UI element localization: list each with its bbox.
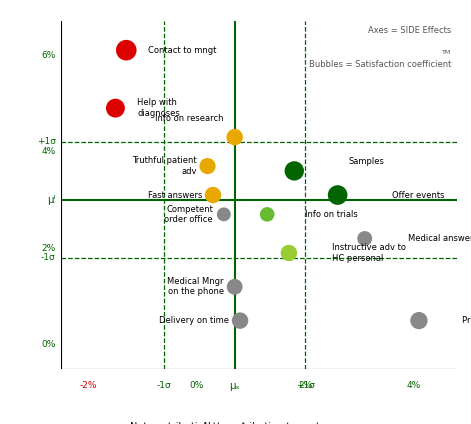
Text: -2%: -2% bbox=[80, 381, 97, 390]
Text: 0%: 0% bbox=[189, 381, 204, 390]
Text: Bubbles = Satisfaction coefficient: Bubbles = Satisfaction coefficient bbox=[309, 60, 451, 69]
Point bbox=[209, 192, 217, 198]
Point bbox=[263, 211, 271, 218]
Text: Net contribution to customer: Net contribution to customer bbox=[130, 422, 276, 424]
Text: 4%: 4% bbox=[41, 147, 56, 156]
Text: Samples: Samples bbox=[349, 157, 384, 166]
Text: 2%: 2% bbox=[41, 244, 56, 253]
Point bbox=[291, 167, 298, 174]
Point bbox=[231, 283, 238, 290]
Point bbox=[231, 134, 238, 140]
Text: 2%: 2% bbox=[298, 381, 312, 390]
Point bbox=[361, 235, 368, 242]
Text: +1σ: +1σ bbox=[296, 381, 315, 390]
Text: Contact to mngt: Contact to mngt bbox=[148, 46, 216, 55]
Text: 6%: 6% bbox=[41, 50, 56, 59]
Text: Info on trials: Info on trials bbox=[305, 210, 358, 219]
Text: Offer events: Offer events bbox=[392, 190, 444, 200]
Text: Product list: Product list bbox=[463, 316, 471, 325]
Text: Fast answers: Fast answers bbox=[148, 190, 202, 200]
Text: Info on research: Info on research bbox=[155, 114, 224, 123]
Point bbox=[415, 317, 422, 324]
Text: μᴵ: μᴵ bbox=[47, 195, 56, 205]
Text: +1σ: +1σ bbox=[37, 137, 56, 146]
Point bbox=[285, 250, 292, 257]
Text: 0%: 0% bbox=[41, 340, 56, 349]
Point bbox=[236, 317, 244, 324]
Text: Axes = SIDE Effects: Axes = SIDE Effects bbox=[368, 26, 451, 35]
Text: TM: TM bbox=[442, 50, 451, 55]
Point bbox=[112, 105, 119, 112]
Text: 4%: 4% bbox=[406, 381, 421, 390]
Text: Truthful patient
adv: Truthful patient adv bbox=[132, 156, 197, 176]
Point bbox=[204, 163, 211, 170]
Text: Delivery on time: Delivery on time bbox=[159, 316, 229, 325]
Text: μₛ: μₛ bbox=[229, 381, 240, 391]
Text: Medical Mngr
on the phone: Medical Mngr on the phone bbox=[167, 277, 224, 296]
Text: Net contribution to customer 
satisfaction (S + D): Net contribution to customer satisfactio… bbox=[203, 422, 348, 424]
Point bbox=[220, 211, 227, 218]
Text: Help with
diagnoses: Help with diagnoses bbox=[137, 98, 180, 118]
Text: -1σ: -1σ bbox=[157, 381, 171, 390]
Text: Medical answers: Medical answers bbox=[408, 234, 471, 243]
Text: -1σ: -1σ bbox=[41, 253, 56, 262]
Text: Instructive adv to
HC personal: Instructive adv to HC personal bbox=[332, 243, 406, 263]
Point bbox=[334, 192, 341, 198]
Point bbox=[122, 47, 130, 53]
Text: Competent
order office: Competent order office bbox=[164, 205, 213, 224]
